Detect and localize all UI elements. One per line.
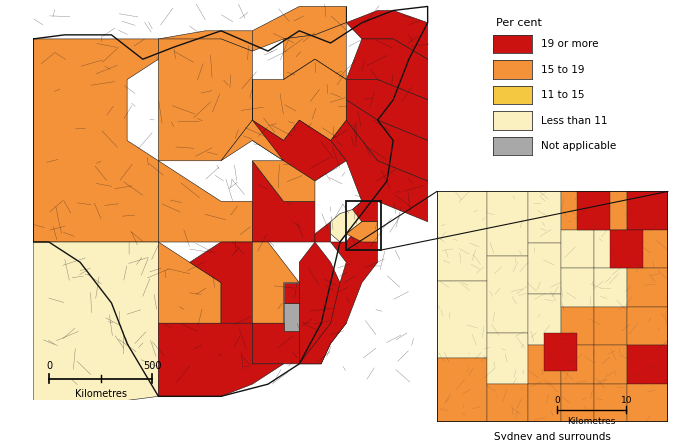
Polygon shape xyxy=(158,161,252,242)
Polygon shape xyxy=(158,242,221,323)
Polygon shape xyxy=(528,345,561,384)
Polygon shape xyxy=(610,230,643,268)
Polygon shape xyxy=(33,39,158,242)
Polygon shape xyxy=(594,268,627,307)
Polygon shape xyxy=(284,23,346,80)
Polygon shape xyxy=(561,191,594,230)
Polygon shape xyxy=(627,230,668,268)
Polygon shape xyxy=(627,268,668,307)
Text: Kilometres: Kilometres xyxy=(75,389,126,399)
Polygon shape xyxy=(252,323,321,364)
Polygon shape xyxy=(252,80,346,181)
Polygon shape xyxy=(561,230,594,268)
Polygon shape xyxy=(158,39,252,161)
Text: Not applicable: Not applicable xyxy=(541,141,616,151)
Polygon shape xyxy=(437,358,486,422)
Text: 15 to 19: 15 to 19 xyxy=(541,65,584,74)
Polygon shape xyxy=(627,384,668,422)
Polygon shape xyxy=(544,333,577,371)
Polygon shape xyxy=(627,307,668,345)
Polygon shape xyxy=(158,323,284,396)
Polygon shape xyxy=(627,191,668,230)
Text: 11 to 15: 11 to 15 xyxy=(541,90,584,100)
Polygon shape xyxy=(252,59,346,140)
Polygon shape xyxy=(346,100,428,181)
Polygon shape xyxy=(284,59,346,140)
Polygon shape xyxy=(221,120,284,161)
Text: 0: 0 xyxy=(554,396,560,405)
Polygon shape xyxy=(190,242,252,323)
Polygon shape xyxy=(561,268,594,307)
Polygon shape xyxy=(33,242,158,400)
Polygon shape xyxy=(561,307,594,345)
Polygon shape xyxy=(252,161,315,202)
Polygon shape xyxy=(346,7,428,59)
Polygon shape xyxy=(315,222,330,242)
Polygon shape xyxy=(528,191,561,243)
Polygon shape xyxy=(252,242,299,323)
Polygon shape xyxy=(299,242,346,364)
Polygon shape xyxy=(594,345,627,384)
Polygon shape xyxy=(299,222,377,364)
Polygon shape xyxy=(330,202,377,242)
Polygon shape xyxy=(330,120,428,222)
Polygon shape xyxy=(594,191,627,230)
Polygon shape xyxy=(528,294,561,345)
Polygon shape xyxy=(437,191,486,281)
Polygon shape xyxy=(486,256,528,333)
Polygon shape xyxy=(594,307,627,345)
Polygon shape xyxy=(486,333,528,384)
Polygon shape xyxy=(561,384,594,422)
Text: 10: 10 xyxy=(621,396,632,405)
Polygon shape xyxy=(346,39,428,100)
Polygon shape xyxy=(346,80,428,140)
Polygon shape xyxy=(352,202,377,222)
Polygon shape xyxy=(346,222,377,242)
Text: 19 or more: 19 or more xyxy=(541,39,598,49)
Polygon shape xyxy=(561,345,594,384)
Polygon shape xyxy=(528,384,561,422)
Bar xyxy=(346,202,381,250)
Text: 0: 0 xyxy=(46,362,52,371)
Polygon shape xyxy=(437,281,486,358)
Polygon shape xyxy=(594,230,627,268)
Text: 500: 500 xyxy=(143,362,161,371)
Polygon shape xyxy=(486,384,528,422)
Text: Less than 11: Less than 11 xyxy=(541,116,607,125)
Polygon shape xyxy=(486,191,528,256)
Text: Kilometres: Kilometres xyxy=(568,417,616,425)
Polygon shape xyxy=(158,31,252,59)
Text: Per cent: Per cent xyxy=(496,18,542,28)
Polygon shape xyxy=(577,191,610,230)
Polygon shape xyxy=(627,345,668,384)
Polygon shape xyxy=(594,384,627,422)
Polygon shape xyxy=(284,303,305,331)
Polygon shape xyxy=(528,243,561,294)
Polygon shape xyxy=(252,161,315,242)
Text: Sydney and surrounds: Sydney and surrounds xyxy=(494,432,611,440)
Polygon shape xyxy=(284,282,305,303)
Polygon shape xyxy=(252,7,346,51)
